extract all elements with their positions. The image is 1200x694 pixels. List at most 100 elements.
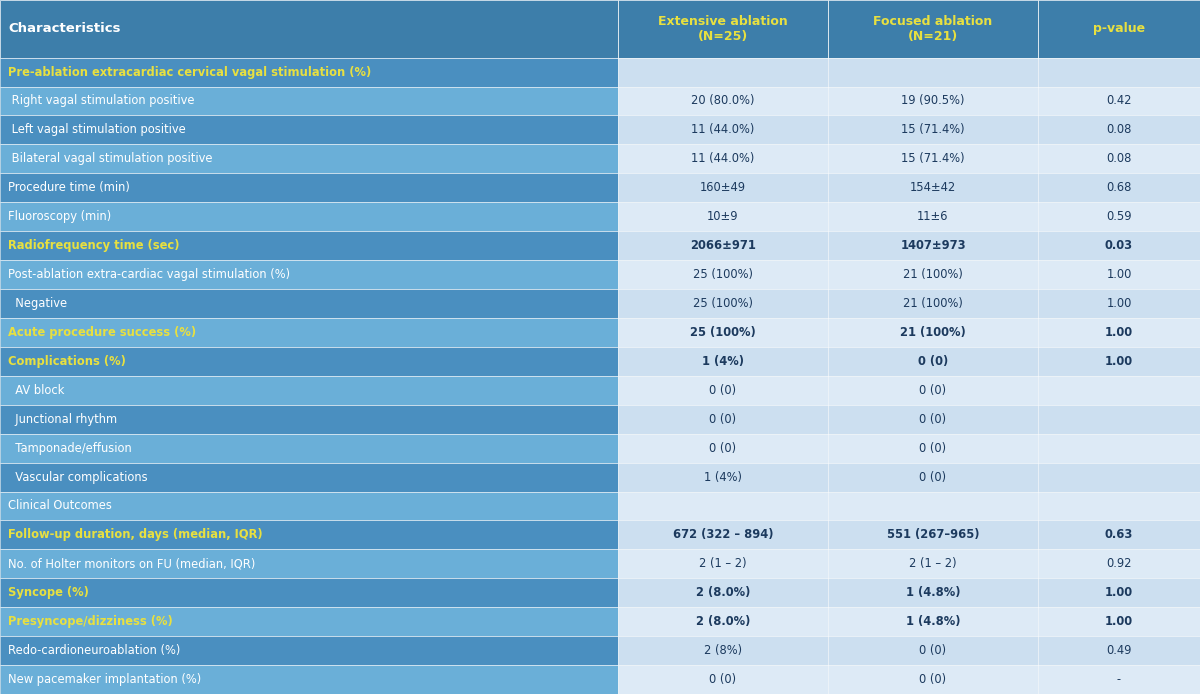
Bar	[0, 115, 618, 144]
Bar	[828, 0, 1038, 58]
Bar	[1038, 231, 1200, 260]
Text: 154±42: 154±42	[910, 181, 956, 194]
Bar	[0, 318, 618, 347]
Bar	[1038, 578, 1200, 607]
Text: 2 (8.0%): 2 (8.0%)	[696, 615, 750, 628]
Text: 0.49: 0.49	[1106, 644, 1132, 657]
Bar	[0, 144, 618, 174]
Bar	[0, 607, 618, 636]
Bar	[828, 144, 1038, 174]
Bar	[828, 491, 1038, 520]
Text: 0.68: 0.68	[1106, 181, 1132, 194]
Bar	[1038, 202, 1200, 231]
Bar	[828, 289, 1038, 318]
Text: 1.00: 1.00	[1105, 615, 1133, 628]
Text: Tamponade/effusion: Tamponade/effusion	[8, 441, 132, 455]
Bar	[618, 665, 828, 694]
Text: Syncope (%): Syncope (%)	[8, 586, 89, 599]
Text: p-value: p-value	[1093, 22, 1145, 35]
Bar	[1038, 463, 1200, 491]
Bar	[828, 347, 1038, 376]
Text: 1.00: 1.00	[1105, 355, 1133, 368]
Text: 0 (0): 0 (0)	[709, 413, 737, 425]
Text: 0 (0): 0 (0)	[918, 355, 948, 368]
Text: 2066±971: 2066±971	[690, 239, 756, 252]
Text: 21 (100%): 21 (100%)	[904, 297, 962, 310]
Text: 11±6: 11±6	[917, 210, 949, 223]
Text: Right vagal stimulation positive: Right vagal stimulation positive	[8, 94, 194, 108]
Text: 15 (71.4%): 15 (71.4%)	[901, 153, 965, 165]
Text: 1 (4.8%): 1 (4.8%)	[906, 586, 960, 599]
Bar	[1038, 144, 1200, 174]
Text: 1 (4%): 1 (4%)	[702, 355, 744, 368]
Text: 0.42: 0.42	[1106, 94, 1132, 108]
Bar	[1038, 87, 1200, 115]
Text: 2 (1 – 2): 2 (1 – 2)	[910, 557, 956, 570]
Text: -: -	[1117, 673, 1121, 686]
Text: Bilateral vagal stimulation positive: Bilateral vagal stimulation positive	[8, 153, 212, 165]
Bar	[828, 231, 1038, 260]
Bar	[618, 289, 828, 318]
Bar	[0, 520, 618, 550]
Text: 25 (100%): 25 (100%)	[694, 268, 754, 281]
Text: 0 (0): 0 (0)	[709, 673, 737, 686]
Bar	[828, 550, 1038, 578]
Text: 21 (100%): 21 (100%)	[900, 326, 966, 339]
Bar	[1038, 174, 1200, 202]
Text: 2 (1 – 2): 2 (1 – 2)	[700, 557, 746, 570]
Bar	[0, 434, 618, 463]
Bar	[618, 463, 828, 491]
Bar	[618, 115, 828, 144]
Bar	[828, 636, 1038, 665]
Bar	[0, 231, 618, 260]
Text: Acute procedure success (%): Acute procedure success (%)	[8, 326, 197, 339]
Text: Complications (%): Complications (%)	[8, 355, 126, 368]
Text: Characteristics: Characteristics	[8, 22, 121, 35]
Bar	[828, 115, 1038, 144]
Text: 2 (8.0%): 2 (8.0%)	[696, 586, 750, 599]
Bar	[618, 202, 828, 231]
Text: 1.00: 1.00	[1106, 297, 1132, 310]
Bar	[828, 260, 1038, 289]
Text: 0.92: 0.92	[1106, 557, 1132, 570]
Bar	[618, 376, 828, 405]
Text: 551 (267–965): 551 (267–965)	[887, 528, 979, 541]
Text: 25 (100%): 25 (100%)	[694, 297, 754, 310]
Bar	[828, 174, 1038, 202]
Bar	[1038, 550, 1200, 578]
Bar	[0, 376, 618, 405]
Text: 160±49: 160±49	[700, 181, 746, 194]
Text: 0 (0): 0 (0)	[919, 384, 947, 397]
Text: 25 (100%): 25 (100%)	[690, 326, 756, 339]
Text: Clinical Outcomes: Clinical Outcomes	[8, 500, 113, 512]
Bar	[0, 491, 618, 520]
Bar	[828, 520, 1038, 550]
Text: Focused ablation
(N=21): Focused ablation (N=21)	[874, 15, 992, 43]
Bar	[618, 231, 828, 260]
Text: 1 (4%): 1 (4%)	[704, 471, 742, 484]
Bar	[828, 665, 1038, 694]
Text: 0.08: 0.08	[1106, 124, 1132, 137]
Bar	[618, 607, 828, 636]
Text: Negative: Negative	[8, 297, 67, 310]
Text: 15 (71.4%): 15 (71.4%)	[901, 124, 965, 137]
Bar	[0, 636, 618, 665]
Bar	[828, 578, 1038, 607]
Text: 0 (0): 0 (0)	[919, 673, 947, 686]
Bar	[618, 491, 828, 520]
Text: 0.03: 0.03	[1105, 239, 1133, 252]
Text: 2 (8%): 2 (8%)	[704, 644, 742, 657]
Bar	[0, 405, 618, 434]
Text: Left vagal stimulation positive: Left vagal stimulation positive	[8, 124, 186, 137]
Text: Procedure time (min): Procedure time (min)	[8, 181, 131, 194]
Bar	[0, 463, 618, 491]
Bar	[0, 578, 618, 607]
Bar	[1038, 405, 1200, 434]
Text: Fluoroscopy (min): Fluoroscopy (min)	[8, 210, 112, 223]
Bar	[618, 578, 828, 607]
Bar	[0, 347, 618, 376]
Bar	[1038, 260, 1200, 289]
Bar	[618, 144, 828, 174]
Bar	[618, 260, 828, 289]
Bar	[618, 550, 828, 578]
